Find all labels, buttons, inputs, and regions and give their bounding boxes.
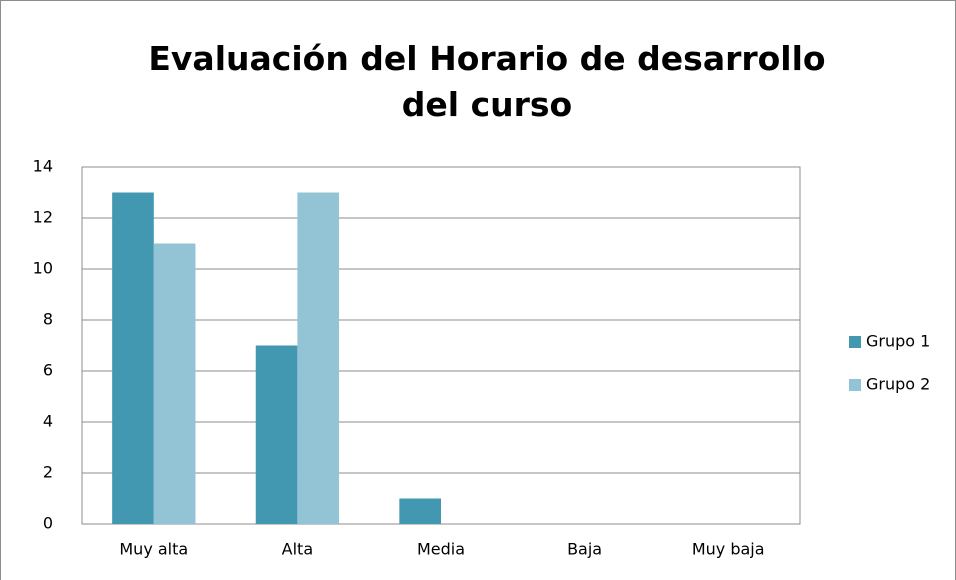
y-tick-label: 8 xyxy=(43,310,53,329)
x-tick-label: Media xyxy=(417,540,465,559)
bar xyxy=(112,192,154,524)
legend-label: Grupo 1 xyxy=(866,332,930,351)
y-tick-label: 14 xyxy=(33,157,53,176)
y-tick-label: 4 xyxy=(43,412,53,431)
bar xyxy=(399,498,441,524)
y-tick-label: 10 xyxy=(33,259,53,278)
bar xyxy=(297,192,340,524)
x-tick-label: Muy alta xyxy=(119,540,188,559)
chart-title: Evaluación del Horario de desarrollo del… xyxy=(148,39,826,124)
bar xyxy=(255,345,298,524)
x-tick-label: Baja xyxy=(567,540,602,559)
legend-swatch xyxy=(849,379,861,391)
legend-swatch xyxy=(849,336,861,348)
x-tick-label: Alta xyxy=(282,540,313,559)
y-tick-label: 0 xyxy=(43,514,53,533)
y-tick-label: 2 xyxy=(43,463,53,482)
x-tick-label: Muy baja xyxy=(692,540,765,559)
y-tick-label: 12 xyxy=(33,208,53,227)
bar xyxy=(153,243,196,524)
legend-label: Grupo 2 xyxy=(866,375,930,394)
y-tick-label: 6 xyxy=(43,361,53,380)
